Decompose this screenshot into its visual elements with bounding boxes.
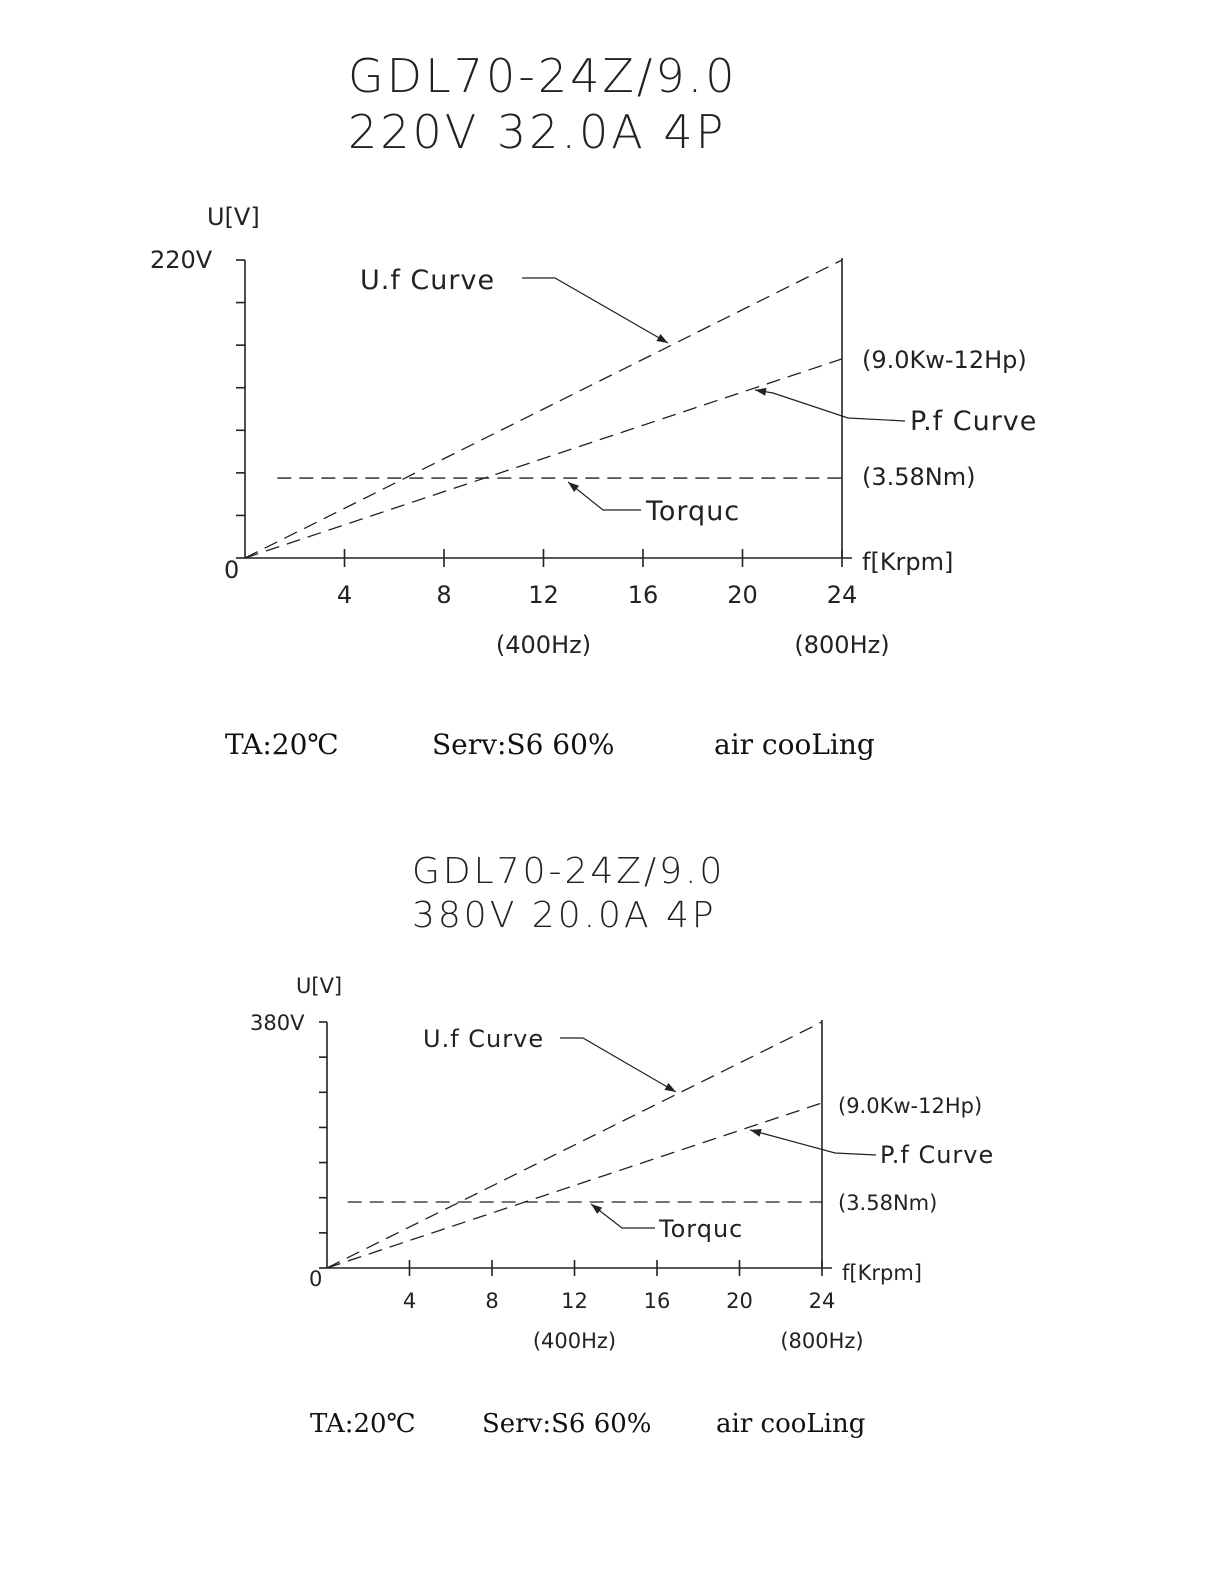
arrowhead [656, 334, 668, 343]
x-tick-label: 4 [337, 581, 352, 609]
y-axis-label: U[V] [207, 203, 260, 231]
footer-note: TA:20℃ [225, 728, 339, 761]
chart-title: GDL70-24Z/9.0 [348, 49, 738, 103]
y-max-label: 380V [250, 1011, 305, 1035]
origin-label: 0 [309, 1267, 322, 1291]
series-label: P.f Curve [910, 406, 1037, 437]
x-tick-label: 24 [809, 1289, 836, 1313]
series-label: Torquc [645, 496, 740, 527]
frequency-label: (800Hz) [794, 631, 889, 659]
x-tick-label: 20 [727, 581, 758, 609]
leader-line [522, 277, 669, 344]
frequency-label: (400Hz) [496, 631, 591, 659]
arrowhead [591, 1204, 603, 1214]
series-label: Torquc [658, 1215, 743, 1243]
series-label: U.f Curve [360, 265, 495, 296]
x-tick-label: 16 [628, 581, 659, 609]
leader-line [560, 1037, 677, 1093]
x-axis-label: f[Krpm] [862, 548, 953, 576]
footer-note: air cooLing [714, 728, 875, 761]
y-axis-label: U[V] [296, 974, 342, 998]
frequency-label: (800Hz) [780, 1329, 863, 1353]
leader-line [567, 481, 641, 511]
leader-line [590, 1203, 655, 1229]
series-end-label: (3.58Nm) [862, 463, 976, 491]
origin-label: 0 [224, 556, 239, 584]
arrowhead [755, 387, 767, 396]
x-tick-label: 24 [827, 581, 858, 609]
leader-line [754, 389, 906, 422]
x-tick-label: 20 [726, 1289, 753, 1313]
series-end-label: (3.58Nm) [838, 1191, 937, 1215]
arrowhead [750, 1128, 762, 1137]
series-line-u-f-curve [326, 1021, 823, 1269]
series-line-p-f-curve [326, 1102, 823, 1269]
x-tick-label: 8 [436, 581, 451, 609]
series-line-u-f-curve [244, 259, 843, 559]
footer-note: Serv:S6 60% [432, 728, 615, 761]
x-tick-label: 4 [403, 1289, 416, 1313]
footer-note: Serv:S6 60% [482, 1409, 651, 1439]
x-axis-label: f[Krpm] [842, 1261, 922, 1285]
chart-subtitle: 220V 32.0A 4P [348, 105, 726, 159]
series-line-p-f-curve [244, 358, 843, 559]
x-tick-label: 8 [485, 1289, 498, 1313]
leader-line [749, 1129, 877, 1156]
arrowhead [568, 482, 580, 492]
footer-note: TA:20℃ [310, 1409, 416, 1439]
chart-title: GDL70-24Z/9.0 [412, 851, 725, 892]
series-end-label: (9.0Kw-12Hp) [838, 1094, 982, 1118]
arrowhead [664, 1083, 676, 1092]
series-end-label: (9.0Kw-12Hp) [862, 346, 1027, 374]
x-tick-label: 16 [644, 1289, 671, 1313]
footer-note: air cooLing [716, 1409, 865, 1439]
x-tick-label: 12 [528, 581, 559, 609]
series-label: U.f Curve [423, 1025, 544, 1053]
frequency-label: (400Hz) [533, 1329, 616, 1353]
chart-subtitle: 380V 20.0A 4P [412, 895, 717, 936]
x-tick-label: 12 [561, 1289, 588, 1313]
y-max-label: 220V [150, 246, 213, 274]
series-label: P.f Curve [880, 1141, 994, 1169]
